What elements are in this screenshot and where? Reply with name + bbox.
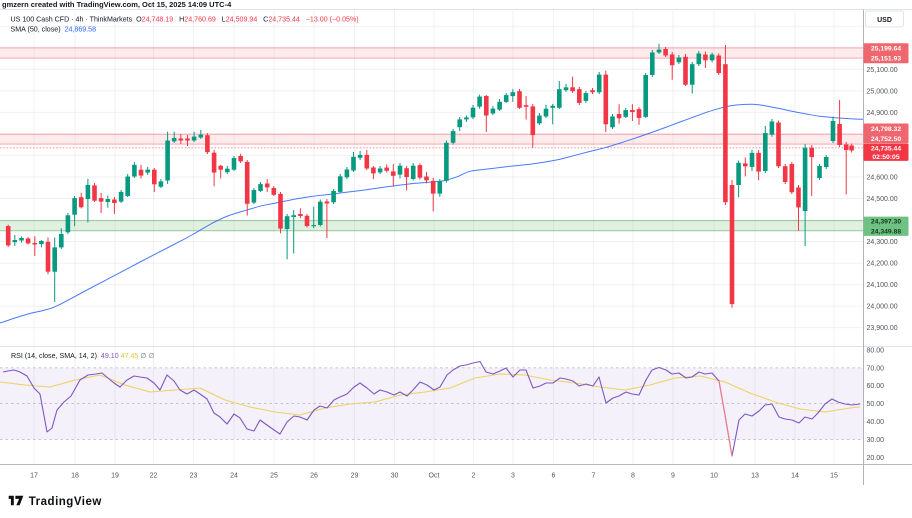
svg-text:25,100.00: 25,100.00 <box>867 67 898 74</box>
svg-text:25,000.00: 25,000.00 <box>867 88 898 95</box>
svg-text:19: 19 <box>111 473 119 480</box>
svg-text:40.00: 40.00 <box>867 419 885 426</box>
svg-text:24,735.44: 24,735.44 <box>871 145 901 152</box>
svg-text:30.00: 30.00 <box>867 437 885 444</box>
svg-text:25: 25 <box>270 473 278 480</box>
svg-text:13: 13 <box>751 473 759 480</box>
svg-text:24: 24 <box>230 473 238 480</box>
svg-text:24,752.50: 24,752.50 <box>871 136 901 143</box>
svg-text:7: 7 <box>592 473 596 480</box>
svg-text:25,151.93: 25,151.93 <box>871 56 901 63</box>
svg-text:US 100 Cash CFD · 4h · ThinkMa: US 100 Cash CFD · 4h · ThinkMarkets O24,… <box>11 16 359 24</box>
svg-text:23: 23 <box>190 473 198 480</box>
svg-text:2: 2 <box>472 473 476 480</box>
svg-text:24,397.30: 24,397.30 <box>871 219 901 226</box>
svg-text:24,349.88: 24,349.88 <box>871 228 901 235</box>
svg-text:60.00: 60.00 <box>867 383 885 390</box>
svg-text:17: 17 <box>30 473 38 480</box>
svg-text:26: 26 <box>310 473 318 480</box>
svg-text:20.00: 20.00 <box>867 455 885 462</box>
svg-text:80.00: 80.00 <box>867 347 885 354</box>
svg-text:24,200.00: 24,200.00 <box>867 261 898 268</box>
svg-text:Oct: Oct <box>429 473 440 480</box>
svg-text:24,500.00: 24,500.00 <box>867 196 898 203</box>
svg-text:24,798.32: 24,798.32 <box>871 126 901 133</box>
svg-text:3: 3 <box>511 473 515 480</box>
svg-text:50.00: 50.00 <box>867 401 885 408</box>
svg-text:15: 15 <box>830 473 838 480</box>
svg-text:14: 14 <box>791 473 799 480</box>
svg-text:22: 22 <box>150 473 158 480</box>
svg-text:23,900.00: 23,900.00 <box>867 325 898 332</box>
svg-text:RSI (14, close, SMA, 14, 2) 4: RSI (14, close, SMA, 14, 2) 49.10 47.45 … <box>11 352 155 360</box>
svg-text:24,100.00: 24,100.00 <box>867 282 898 289</box>
svg-text:8: 8 <box>631 473 635 480</box>
svg-text:9: 9 <box>671 473 675 480</box>
svg-text:24,900.00: 24,900.00 <box>867 110 898 117</box>
svg-text:SMA (50, close) 24,869.58: SMA (50, close) 24,869.58 <box>11 26 97 34</box>
svg-text:29: 29 <box>351 473 359 480</box>
svg-text:24,000.00: 24,000.00 <box>867 304 898 311</box>
svg-text:gmzern created with TradingVie: gmzern created with TradingView.com, Oct… <box>2 0 232 9</box>
svg-text:24,600.00: 24,600.00 <box>867 174 898 181</box>
svg-text:USD: USD <box>877 17 892 24</box>
svg-text:TradingView: TradingView <box>29 496 102 508</box>
svg-text:10: 10 <box>710 473 718 480</box>
svg-text:30: 30 <box>391 473 399 480</box>
svg-text:25,199.64: 25,199.64 <box>871 46 901 53</box>
svg-text:24,300.00: 24,300.00 <box>867 239 898 246</box>
svg-text:18: 18 <box>71 473 79 480</box>
svg-text:6: 6 <box>552 473 556 480</box>
svg-text:70.00: 70.00 <box>867 365 885 372</box>
svg-text:02:50:05: 02:50:05 <box>872 154 899 161</box>
